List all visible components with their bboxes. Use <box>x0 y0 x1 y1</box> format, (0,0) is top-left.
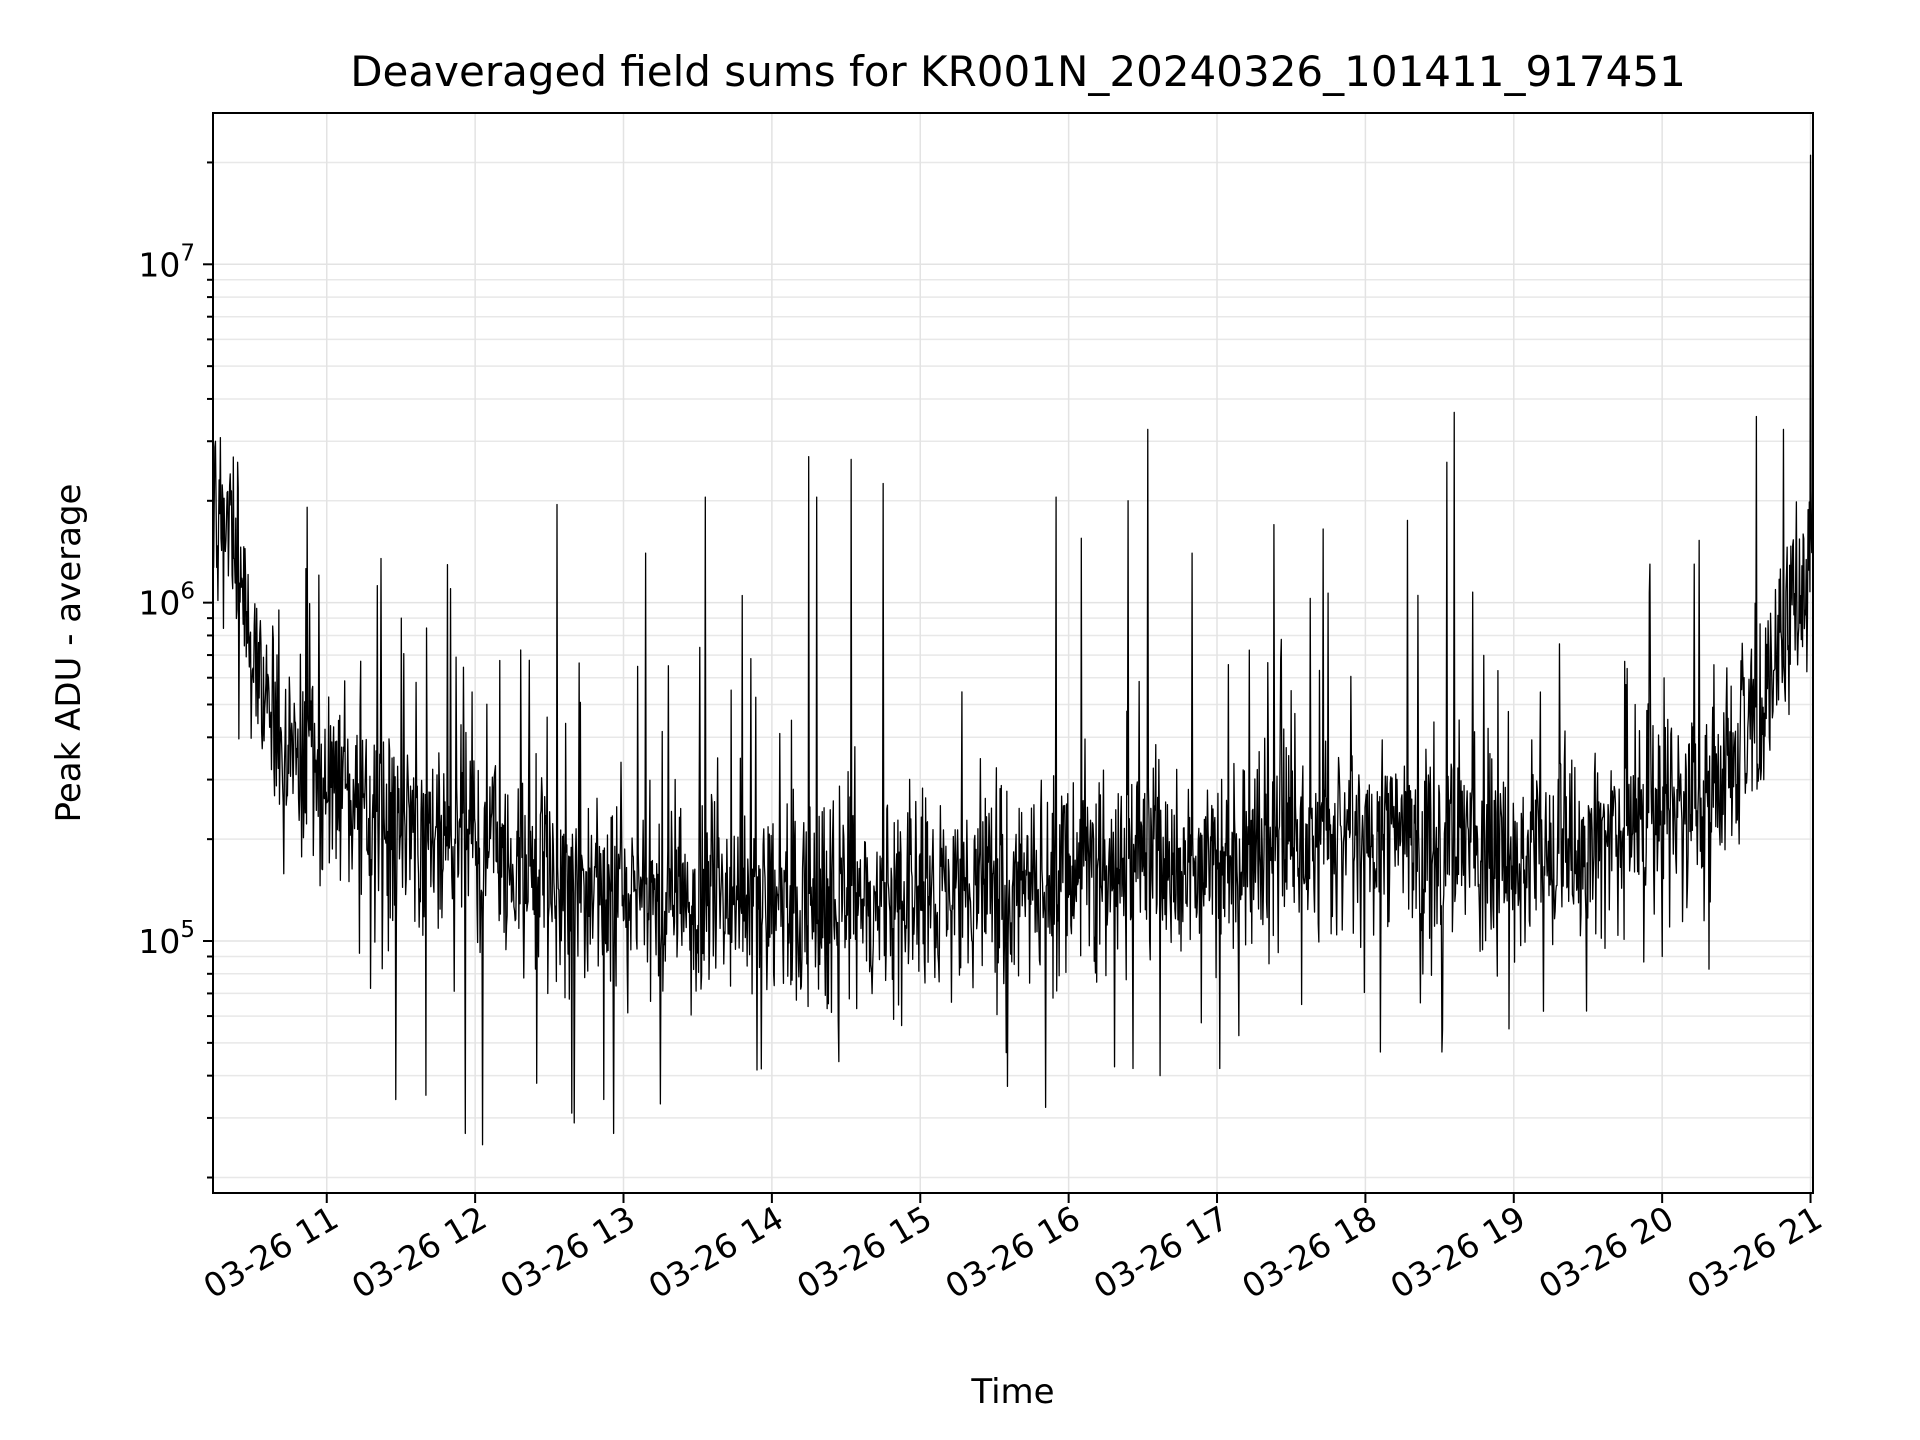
y-axis-label: Peak ADU - average <box>49 484 89 823</box>
chart-title: Deaveraged field sums for KR001N_2024032… <box>350 47 1686 96</box>
x-tick-label: 03-26 17 <box>1087 1198 1235 1306</box>
x-tick-label: 03-26 19 <box>1384 1198 1532 1306</box>
y-tick-label: 107 <box>138 240 195 284</box>
x-tick-label: 03-26 13 <box>494 1198 642 1306</box>
x-tick-label: 03-26 15 <box>790 1198 938 1306</box>
series-path <box>212 154 1814 1146</box>
x-axis-label: Time <box>970 1372 1054 1412</box>
x-tick-label: 03-26 16 <box>939 1198 1087 1306</box>
x-tick-label: 03-26 14 <box>642 1198 790 1306</box>
y-tick-label: 106 <box>138 579 195 623</box>
grid <box>213 113 1813 1193</box>
x-tick-label: 03-26 20 <box>1532 1198 1680 1306</box>
x-tick-label: 03-26 12 <box>345 1198 493 1306</box>
y-tick-label: 105 <box>138 917 195 961</box>
x-axis: 03-26 11 03-26 12 03-26 13 03-26 14 03-26 15… <box>197 1193 1829 1306</box>
x-tick-label: 03-26 11 <box>197 1198 345 1306</box>
series-line <box>212 154 1814 1146</box>
y-axis: 105 106 107 <box>138 161 213 1179</box>
x-tick-label: 03-26 18 <box>1235 1198 1383 1306</box>
plot-frame <box>212 112 1814 1194</box>
x-tick-label: 03-26 21 <box>1681 1198 1829 1306</box>
